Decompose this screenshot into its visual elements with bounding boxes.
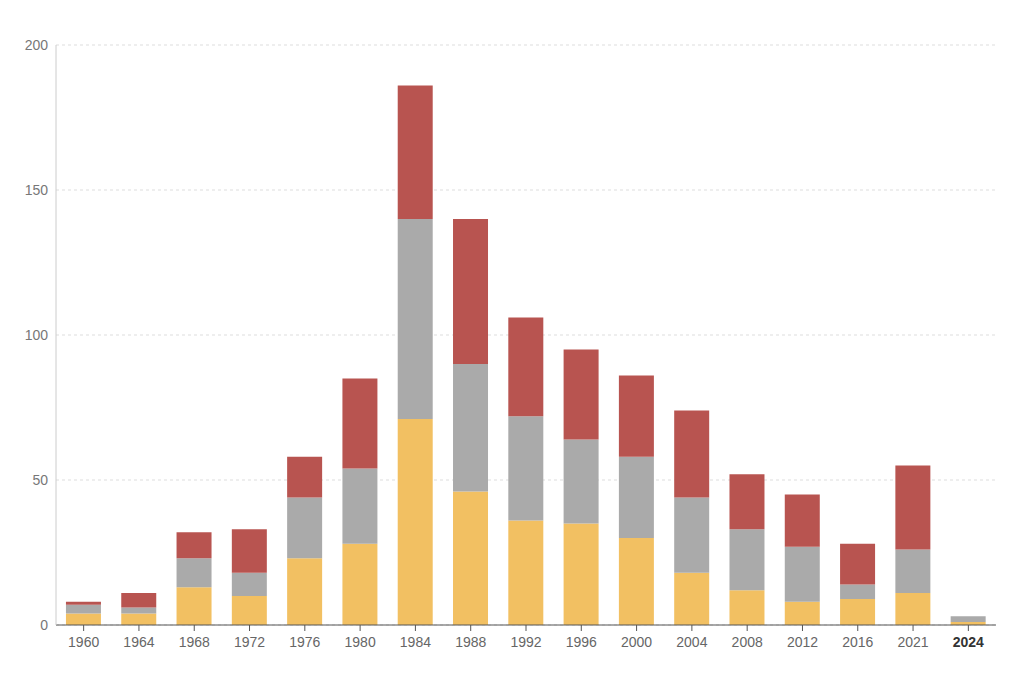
svg-text:2016: 2016 xyxy=(842,634,873,650)
svg-text:200: 200 xyxy=(25,37,49,53)
svg-text:2004: 2004 xyxy=(676,634,707,650)
svg-text:1972: 1972 xyxy=(234,634,265,650)
svg-text:1964: 1964 xyxy=(123,634,154,650)
svg-text:2000: 2000 xyxy=(621,634,652,650)
svg-text:2021: 2021 xyxy=(897,634,928,650)
svg-text:1980: 1980 xyxy=(345,634,376,650)
svg-text:2008: 2008 xyxy=(732,634,763,650)
svg-text:1976: 1976 xyxy=(289,634,320,650)
svg-text:1984: 1984 xyxy=(400,634,431,650)
svg-text:0: 0 xyxy=(40,617,48,633)
svg-text:2012: 2012 xyxy=(787,634,818,650)
svg-text:50: 50 xyxy=(32,472,48,488)
svg-text:100: 100 xyxy=(25,327,49,343)
svg-text:2024: 2024 xyxy=(953,634,984,650)
svg-text:1996: 1996 xyxy=(566,634,597,650)
svg-text:1992: 1992 xyxy=(510,634,541,650)
svg-text:1988: 1988 xyxy=(455,634,486,650)
svg-text:1960: 1960 xyxy=(68,634,99,650)
svg-text:150: 150 xyxy=(25,182,49,198)
svg-text:1968: 1968 xyxy=(179,634,210,650)
